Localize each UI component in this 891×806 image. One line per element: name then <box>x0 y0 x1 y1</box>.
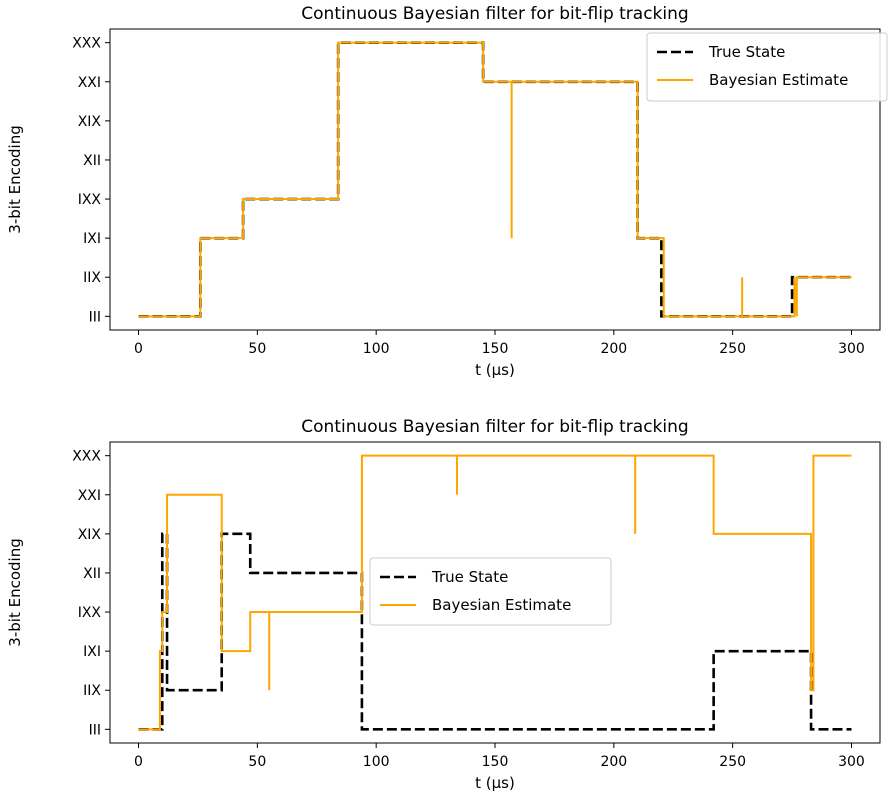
series-line-bayesian-estimate <box>138 454 852 731</box>
x-tick-label: 0 <box>134 341 143 357</box>
x-tick-label: 0 <box>134 754 143 770</box>
y-tick-label: XXX <box>72 36 101 52</box>
chart-title: Continuous Bayesian filter for bit-flip … <box>301 4 688 24</box>
x-tick-label: 300 <box>838 341 865 357</box>
x-tick-label: 100 <box>363 341 390 357</box>
series-line-bayesian-estimate <box>138 41 852 318</box>
y-tick-label: III <box>89 309 101 325</box>
legend: True State Bayesian Estimate <box>646 32 888 102</box>
y-axis-label: 3-bit Encoding <box>6 538 24 646</box>
legend-label: Bayesian Estimate <box>709 71 848 89</box>
y-tick-label: IXI <box>83 644 101 660</box>
legend-label: Bayesian Estimate <box>432 596 571 614</box>
y-tick-label: XII <box>83 153 101 169</box>
y-tick-label: XXI <box>78 75 101 91</box>
series-line-true-state <box>138 532 852 731</box>
x-axis-label: t (µs) <box>475 361 515 379</box>
x-tick-label: 150 <box>482 341 509 357</box>
legend-label: True State <box>431 568 508 586</box>
x-tick-label: 200 <box>600 754 627 770</box>
y-tick-label: IXX <box>78 192 102 208</box>
x-tick-label: 250 <box>719 754 746 770</box>
x-tick-label: 50 <box>248 754 266 770</box>
y-tick-label: XII <box>83 566 101 582</box>
x-tick-label: 100 <box>363 754 390 770</box>
x-tick-label: 250 <box>719 341 746 357</box>
y-tick-label: XIX <box>78 114 102 130</box>
x-tick-label: 150 <box>482 754 509 770</box>
legend: True State Bayesian Estimate <box>369 557 612 626</box>
y-tick-label: IXI <box>83 231 101 247</box>
x-tick-label: 300 <box>838 754 865 770</box>
y-tick-label: IIX <box>83 270 101 286</box>
y-tick-label: XXX <box>72 449 101 465</box>
chart-2: Continuous Bayesian filter for bit-flip … <box>6 417 881 792</box>
chart-1: Continuous Bayesian filter for bit-flip … <box>6 4 888 379</box>
y-tick-label: XXI <box>78 488 101 504</box>
chart-title: Continuous Bayesian filter for bit-flip … <box>301 417 688 437</box>
legend-box <box>369 557 612 626</box>
x-tick-label: 200 <box>600 341 627 357</box>
legend-label: True State <box>708 43 785 61</box>
y-tick-label: III <box>89 722 101 738</box>
y-tick-label: IIX <box>83 683 101 699</box>
x-tick-label: 50 <box>248 341 266 357</box>
x-axis-label: t (µs) <box>475 774 515 792</box>
y-tick-label: IXX <box>78 605 102 621</box>
legend-box <box>646 32 888 102</box>
y-tick-label: XIX <box>78 527 102 543</box>
y-axis-label: 3-bit Encoding <box>6 125 24 233</box>
